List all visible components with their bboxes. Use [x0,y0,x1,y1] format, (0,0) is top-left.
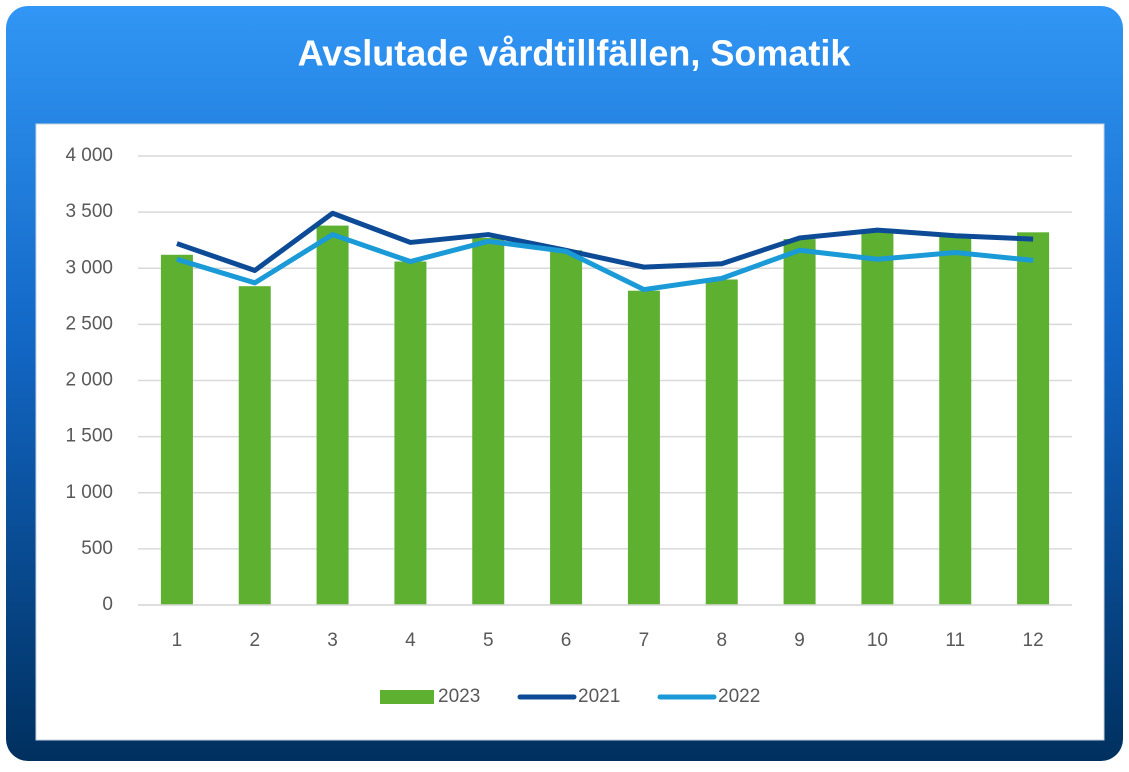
bar [316,225,349,605]
bar [627,290,660,605]
x-tick-label: 5 [483,630,494,651]
y-tick-label: 3 500 [65,201,113,222]
y-tick-label: 4 000 [65,145,113,166]
chart-title: Avslutade vårdtillfällen, Somatik [298,33,852,74]
bar [705,279,738,605]
y-tick-label: 3 000 [65,257,113,278]
bar [550,250,583,606]
x-tick-label: 4 [405,630,416,651]
bar [160,254,193,605]
x-tick-label: 12 [1023,630,1044,651]
x-tick-label: 9 [794,630,805,651]
x-tick-label: 8 [716,630,727,651]
x-tick-label: 7 [639,630,650,651]
y-tick-label: 1 000 [65,482,113,503]
line [176,232,1034,293]
x-tick-label: 6 [561,630,572,651]
bar [939,236,972,605]
x-tick-label: 10 [867,630,888,651]
x-tick-label: 2 [249,630,260,651]
bar [1017,232,1050,605]
x-tick-label: 3 [327,630,338,651]
y-tick-label: 2 000 [65,370,113,391]
legend-label: 2021 [578,686,620,707]
x-tick-label: 1 [172,630,183,651]
bar [783,239,816,605]
x-tick-label: 11 [945,630,965,651]
legend-label: 2023 [438,686,480,707]
line [176,210,1034,273]
y-tick-label: 500 [81,538,113,559]
bar [394,261,427,605]
bar [861,232,894,605]
y-tick-label: 2 500 [65,313,113,334]
bar [238,286,271,605]
y-tick-label: 0 [102,594,113,615]
legend-swatch [380,690,434,704]
legend-label: 2022 [718,686,760,707]
y-tick-label: 1 500 [65,426,113,447]
bar [472,237,505,605]
